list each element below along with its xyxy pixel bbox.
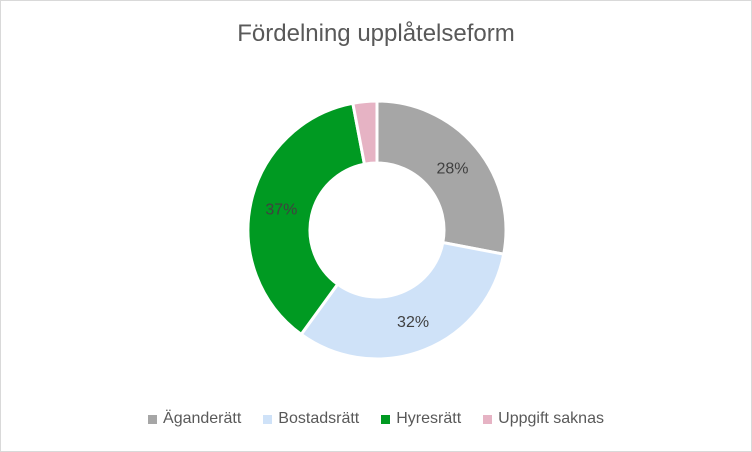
- legend-swatch-uppgift-saknas: [483, 414, 493, 424]
- legend-item-hyresratt: Hyresrätt: [381, 410, 461, 428]
- legend-swatch-hyresratt: [381, 414, 391, 424]
- legend-item-uppgift-saknas: Uppgift saknas: [483, 410, 604, 428]
- data-label-aganderatt: 28%: [436, 161, 468, 178]
- legend-swatch-bostadsratt: [263, 414, 273, 424]
- data-label-hyresratt: 37%: [265, 202, 297, 219]
- legend-label-uppgift-saknas: Uppgift saknas: [498, 410, 604, 427]
- legend-label-bostadsratt: Bostadsrätt: [278, 410, 360, 427]
- slice-bostadsratt: [299, 240, 506, 361]
- legend-swatch-aganderatt: [148, 414, 158, 424]
- legend-item-aganderatt: Äganderätt: [148, 410, 241, 428]
- legend-item-bostadsratt: Bostadsrätt: [263, 410, 359, 428]
- chart-title: Fördelning upplåtelseform: [237, 20, 515, 47]
- legend: Äganderätt Bostadsrätt Hyresrätt Uppgift…: [0, 410, 752, 428]
- legend-label-aganderatt: Äganderätt: [163, 410, 242, 427]
- slice-uppgift-saknas: [351, 99, 379, 166]
- slice-aganderatt: [375, 99, 508, 256]
- legend-label-hyresratt: Hyresrätt: [396, 410, 462, 427]
- slice-hyresratt: [246, 101, 367, 337]
- data-label-bostadsratt: 32%: [397, 314, 429, 331]
